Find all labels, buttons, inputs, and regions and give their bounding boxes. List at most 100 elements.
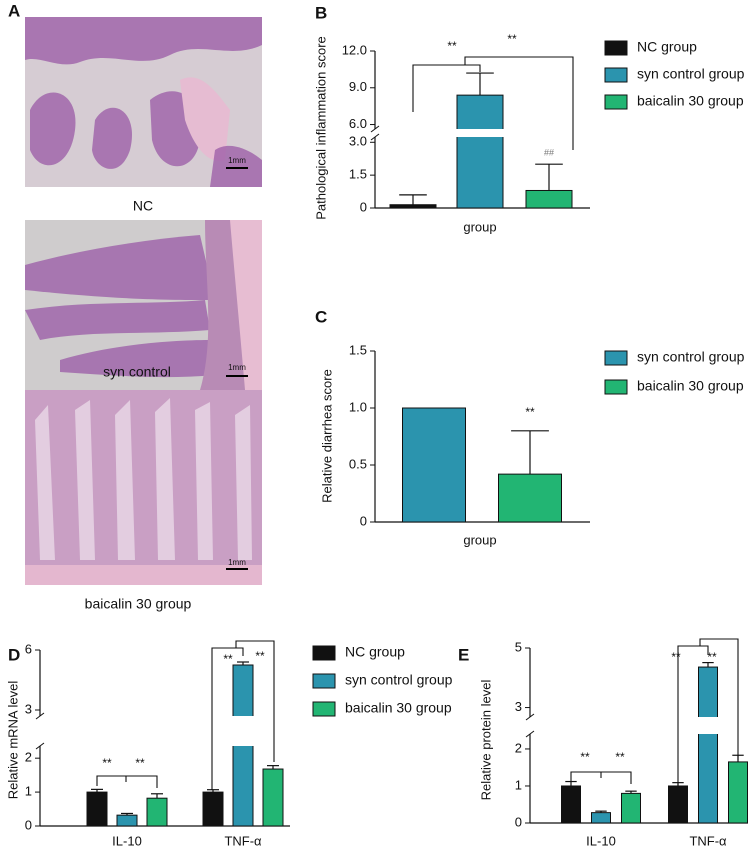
axis-break-mark bbox=[525, 713, 535, 721]
bar bbox=[456, 94, 504, 209]
panel-letter: E bbox=[458, 645, 469, 664]
legend-swatch bbox=[604, 350, 628, 366]
x-tick-label: group bbox=[463, 219, 496, 234]
bar-break-gap bbox=[232, 716, 254, 746]
y-tick-label: 1.0 bbox=[349, 399, 367, 414]
histology-image: 1mm bbox=[25, 390, 262, 585]
axis-break-mark bbox=[370, 125, 380, 133]
significance-bracket bbox=[96, 775, 158, 788]
y-axis-label: Relative diarrhea score bbox=[319, 369, 334, 503]
annotation: ** bbox=[102, 756, 112, 770]
bar bbox=[146, 797, 168, 827]
y-tick-label: 1.5 bbox=[349, 167, 367, 182]
bar bbox=[116, 814, 138, 827]
annotation: ** bbox=[447, 39, 457, 53]
x-tick-label: IL-10 bbox=[112, 833, 142, 848]
panel-letter: B bbox=[315, 3, 327, 22]
panel-letter: A bbox=[8, 1, 20, 20]
y-tick-label: 12.0 bbox=[342, 42, 367, 57]
bar-break-gap bbox=[697, 717, 719, 734]
x-tick-label: IL-10 bbox=[586, 833, 616, 848]
y-axis-label: Relative mRNA level bbox=[5, 681, 20, 800]
y-tick-label: 0 bbox=[25, 817, 32, 832]
annotation: ** bbox=[615, 750, 625, 764]
legend-swatch bbox=[604, 379, 628, 395]
y-tick-label: 3 bbox=[515, 699, 522, 714]
annotation: ** bbox=[671, 650, 681, 664]
x-tick-label: TNF-α bbox=[224, 833, 262, 848]
legend-label: NC group bbox=[637, 39, 697, 55]
legend-swatch bbox=[312, 645, 336, 661]
y-tick-label: 5 bbox=[515, 639, 522, 654]
y-tick-label: 0 bbox=[360, 199, 367, 214]
significance-bracket bbox=[677, 645, 709, 788]
y-tick-label: 6 bbox=[25, 641, 32, 656]
legend-label: baicalin 30 group bbox=[637, 93, 744, 109]
annotation: ** bbox=[580, 750, 590, 764]
axis-break-mark bbox=[525, 730, 535, 738]
y-tick-label: 6.0 bbox=[349, 116, 367, 131]
legend-label: baicalin 30 group bbox=[637, 378, 744, 394]
annotation: ** bbox=[707, 650, 717, 664]
annotation: ** bbox=[135, 756, 145, 770]
panel-letter: C bbox=[315, 307, 327, 326]
scale-label: 1mm bbox=[228, 363, 246, 372]
bar bbox=[668, 785, 688, 824]
legend-swatch bbox=[604, 94, 628, 110]
significance-bracket bbox=[235, 640, 275, 762]
y-tick-label: 9.0 bbox=[349, 79, 367, 94]
significance-bracket bbox=[211, 647, 244, 790]
axis-break-gap bbox=[526, 717, 534, 734]
histology-image: 1mm bbox=[25, 220, 262, 390]
legend-swatch bbox=[604, 67, 628, 83]
scale-label: 1mm bbox=[228, 558, 246, 567]
annotation: ** bbox=[223, 652, 233, 666]
y-tick-label: 2 bbox=[515, 740, 522, 755]
legend-swatch bbox=[604, 40, 628, 56]
significance-bracket bbox=[699, 638, 739, 760]
bar bbox=[698, 666, 718, 824]
legend-swatch bbox=[312, 701, 336, 717]
x-tick-label: TNF-α bbox=[689, 833, 727, 848]
y-axis-label: Relative protein level bbox=[478, 680, 493, 801]
image-caption: baicalin 30 group bbox=[85, 596, 192, 612]
scale-label: 1mm bbox=[228, 156, 246, 165]
axis-break-mark bbox=[35, 742, 45, 750]
axis-break-gap bbox=[36, 716, 44, 746]
axis-break-mark bbox=[35, 712, 45, 720]
y-axis-label: Pathological inflammation score bbox=[313, 36, 328, 220]
significance-bracket bbox=[464, 56, 574, 150]
bar bbox=[262, 768, 284, 827]
histology-image: 1mm bbox=[25, 17, 262, 187]
y-tick-label: 1 bbox=[25, 784, 32, 799]
bar bbox=[389, 204, 437, 209]
bar-break-gap bbox=[456, 129, 504, 137]
x-tick-label: group bbox=[463, 532, 496, 547]
annotation: ** bbox=[525, 405, 535, 419]
axis-break-mark bbox=[370, 133, 380, 141]
annotation: ** bbox=[507, 32, 517, 46]
legend-label: baicalin 30 group bbox=[345, 700, 452, 716]
axis-break-gap bbox=[371, 129, 379, 137]
y-tick-label: 3 bbox=[25, 701, 32, 716]
legend-label: syn control group bbox=[637, 66, 745, 82]
legend-label: NC group bbox=[345, 644, 405, 660]
y-tick-label: 0.5 bbox=[349, 456, 367, 471]
bar bbox=[728, 761, 748, 824]
panel-letter: D bbox=[8, 645, 20, 664]
bar bbox=[498, 473, 562, 523]
y-tick-label: 1 bbox=[515, 777, 522, 792]
bar bbox=[561, 785, 581, 824]
bar bbox=[621, 792, 641, 824]
bar bbox=[525, 189, 573, 209]
bar bbox=[86, 791, 108, 827]
legend-label: syn control group bbox=[637, 349, 745, 365]
legend-label: syn control group bbox=[345, 672, 453, 688]
y-tick-label: 3.0 bbox=[349, 134, 367, 149]
y-tick-label: 1.5 bbox=[349, 342, 367, 357]
legend-swatch bbox=[312, 673, 336, 689]
y-tick-label: 0 bbox=[515, 814, 522, 829]
image-caption: NC bbox=[133, 198, 153, 214]
y-tick-label: 0 bbox=[360, 513, 367, 528]
